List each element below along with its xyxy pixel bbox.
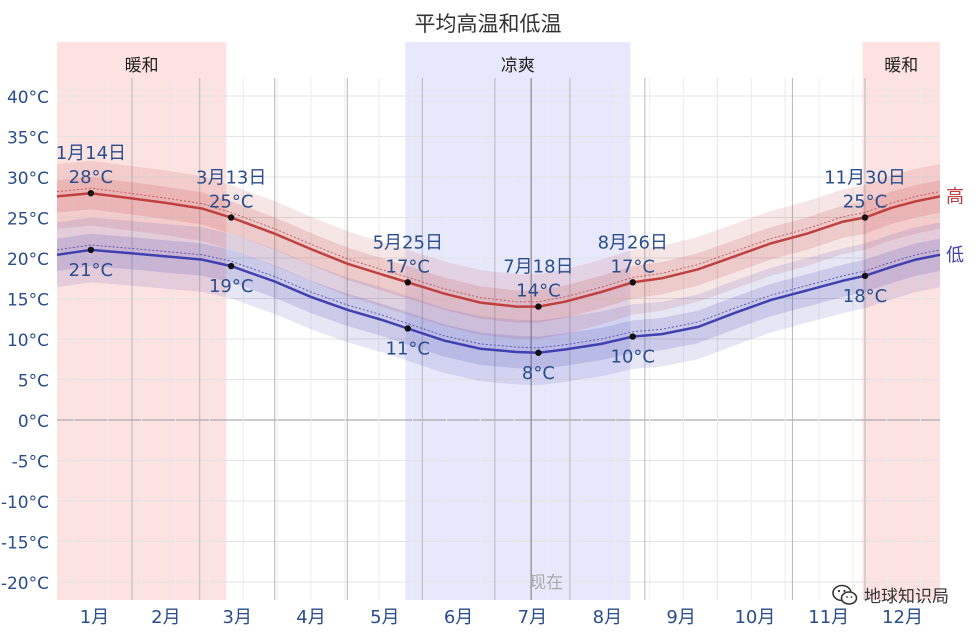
series-band-inner — [57, 233, 940, 369]
temperature-label: 8°C — [522, 363, 555, 384]
data-point — [404, 325, 411, 332]
chart-title: 平均高温和低温 — [415, 12, 562, 36]
month-label: 2月 — [151, 607, 180, 628]
data-point — [629, 279, 636, 286]
series-line — [56, 191, 941, 308]
month-label: 10月 — [734, 607, 775, 628]
watermark-text: 地球知识局 — [864, 587, 949, 607]
series-line — [56, 248, 941, 355]
y-tick-label: -5°C — [12, 453, 49, 473]
temperature-label: 17°C — [386, 256, 430, 277]
data-point — [87, 246, 95, 254]
y-tick-label: 35°C — [7, 129, 49, 149]
y-tick-label: 10°C — [7, 331, 49, 351]
month-label: 6月 — [444, 607, 473, 628]
season-band — [862, 42, 940, 600]
temperature-label: 18°C — [843, 286, 887, 307]
date-label: 11月30日 — [824, 168, 906, 189]
y-tick-label: -10°C — [1, 493, 49, 513]
date-label: 7月18日 — [503, 257, 573, 278]
data-point — [861, 214, 869, 221]
month-label: 3月 — [223, 607, 252, 628]
date-label: 8月26日 — [598, 232, 668, 253]
data-point — [227, 262, 235, 270]
now-label: 现在 — [529, 573, 563, 593]
month-label: 7月 — [518, 607, 547, 628]
series-label: 低 — [946, 245, 964, 266]
season-label: 凉爽 — [501, 56, 535, 76]
month-label: 1月 — [80, 607, 109, 628]
temperature-label: 19°C — [209, 276, 253, 297]
series-label: 高 — [946, 186, 964, 207]
temperature-label: 21°C — [69, 260, 113, 281]
temperature-label: 17°C — [611, 256, 655, 277]
temperature-label: 10°C — [611, 347, 655, 368]
y-tick-label: -15°C — [1, 534, 49, 554]
temperature-label: 28°C — [69, 167, 113, 188]
month-label: 5月 — [370, 607, 399, 628]
month-label: 12月 — [882, 607, 923, 628]
data-point — [404, 279, 411, 286]
date-label: 5月25日 — [373, 232, 443, 253]
data-point — [535, 349, 542, 356]
season-label: 暖和 — [125, 56, 159, 76]
y-tick-label: 40°C — [7, 88, 49, 108]
y-tick-label: 15°C — [7, 291, 49, 311]
y-tick-label: 0°C — [18, 412, 49, 432]
y-tick-label: 25°C — [7, 210, 49, 230]
date-label: 3月13日 — [196, 168, 266, 189]
series-band-inner — [57, 177, 940, 323]
date-label: 1月14日 — [56, 143, 126, 164]
y-tick-label: -20°C — [1, 574, 49, 594]
y-tick-label: 30°C — [7, 169, 49, 189]
data-point — [629, 333, 636, 340]
wechat-icon — [832, 584, 858, 605]
y-tick-label: 5°C — [18, 372, 49, 392]
series-dotted-line — [56, 244, 941, 349]
data-point — [87, 190, 95, 197]
season-label: 暖和 — [884, 56, 918, 76]
watermark: 地球知识局 — [832, 582, 949, 607]
month-label: 11月 — [808, 607, 849, 628]
data-point — [535, 303, 542, 310]
series-dotted-line — [56, 187, 941, 303]
y-tick-label: 20°C — [7, 250, 49, 270]
temperature-label: 11°C — [386, 338, 430, 359]
data-point — [227, 214, 235, 221]
temperature-label: 14°C — [516, 281, 560, 302]
temperature-label: 25°C — [843, 192, 887, 213]
temperature-label: 25°C — [209, 192, 253, 213]
season-band — [405, 42, 631, 600]
series-band-outer — [57, 160, 940, 339]
month-label: 4月 — [296, 607, 325, 628]
data-point — [861, 272, 869, 280]
series-band-outer — [57, 217, 940, 386]
month-label: 9月 — [666, 607, 695, 628]
month-label: 8月 — [593, 607, 622, 628]
